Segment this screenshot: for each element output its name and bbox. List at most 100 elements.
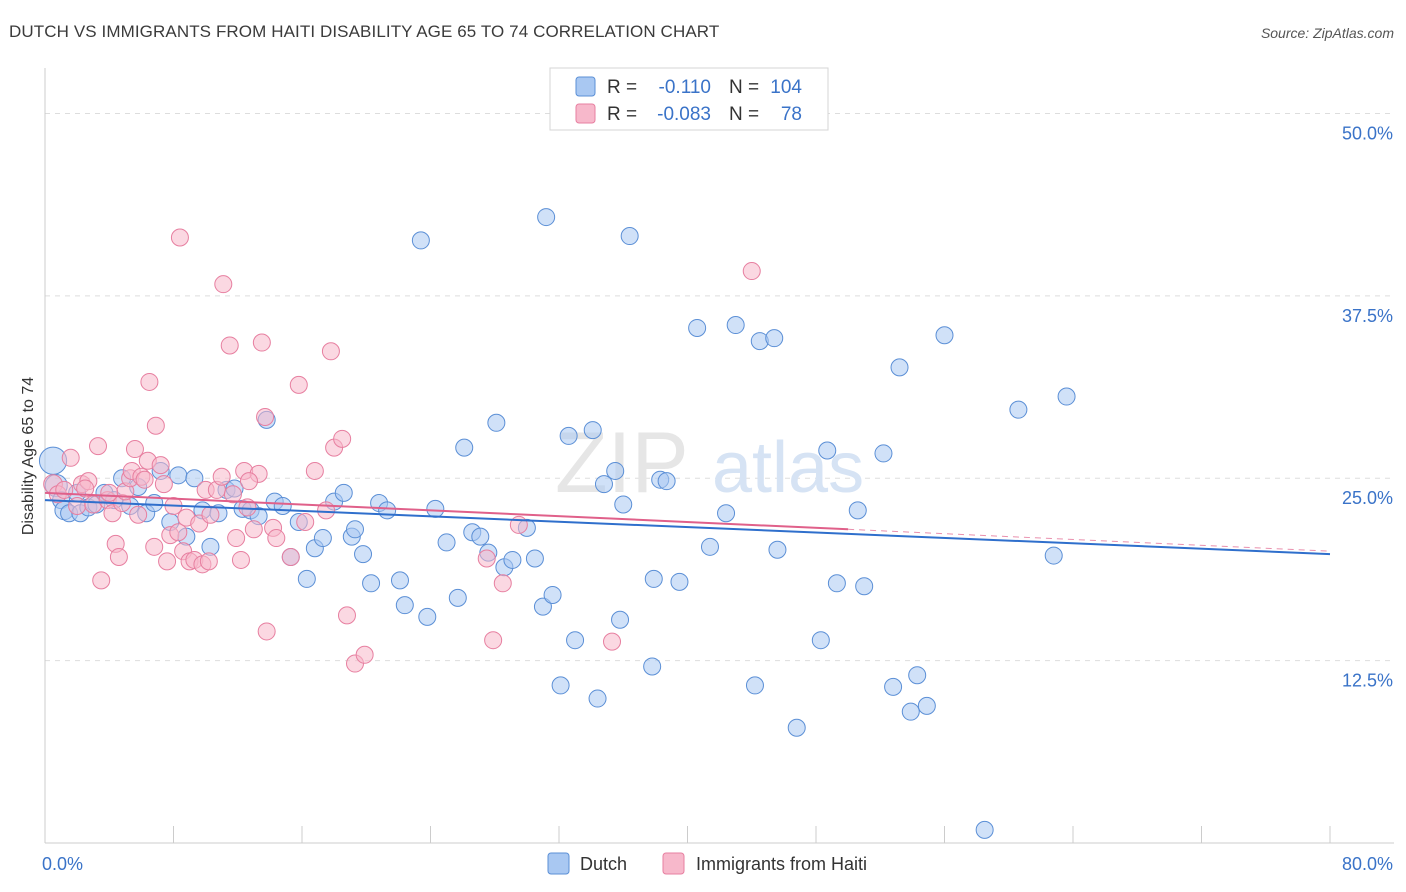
dutch-point: [688, 318, 707, 337]
haiti-point: [477, 549, 496, 568]
haiti-point: [296, 513, 315, 532]
dutch-point: [537, 208, 556, 227]
dutch-point: [765, 329, 784, 348]
dutch-point: [471, 527, 490, 546]
watermark-atlas: atlas: [712, 428, 864, 508]
dutch-point: [908, 666, 927, 685]
haiti-point: [321, 342, 340, 361]
dutch-point: [1044, 546, 1063, 565]
dutch-point: [594, 475, 613, 494]
dutch-point: [533, 597, 552, 616]
dutch-point: [827, 574, 846, 593]
haiti-point: [267, 529, 286, 548]
legend-n-label-dutch: N =: [729, 77, 759, 98]
dutch-point: [395, 596, 414, 615]
dutch-point: [525, 549, 544, 568]
legend-r-value-dutch: -0.110: [659, 77, 711, 98]
dutch-point: [768, 540, 787, 559]
dutch-point: [884, 677, 903, 696]
haiti-point: [125, 440, 144, 459]
dutch-point: [362, 574, 381, 593]
dutch-point: [487, 413, 506, 432]
dutch-point: [354, 545, 373, 564]
haiti-point: [231, 550, 250, 569]
haiti-point: [61, 448, 80, 467]
dutch-point: [503, 550, 522, 569]
haiti-point: [170, 228, 189, 247]
x-tick-label: 0.0%: [42, 854, 83, 874]
haiti-point: [109, 548, 128, 567]
haiti-point: [92, 571, 111, 590]
dutch-point: [543, 585, 562, 604]
dutch-point: [787, 718, 806, 737]
dutch-point: [448, 588, 467, 607]
haiti-point: [212, 467, 231, 486]
watermark: ZIP atlas: [555, 415, 864, 511]
dutch-point: [670, 572, 689, 591]
haiti-point: [227, 529, 246, 548]
haiti-point: [257, 622, 276, 641]
haiti-point: [151, 456, 170, 475]
dutch-point: [346, 520, 365, 539]
dutch-point: [334, 483, 353, 502]
correlation-legend: R = -0.110 N = 104 R = -0.083 N = 78: [549, 67, 829, 131]
watermark-zip: ZIP: [555, 415, 689, 511]
dutch-point: [611, 610, 630, 629]
dutch-point: [890, 358, 909, 377]
dutch-point: [390, 571, 409, 590]
haiti-point: [305, 461, 324, 480]
haiti-point: [154, 475, 173, 494]
haiti-point: [146, 416, 165, 435]
haiti-point: [89, 437, 108, 456]
dutch-point: [437, 533, 456, 552]
dutch-point: [185, 469, 204, 488]
dutch-point: [848, 501, 867, 520]
dutch-point: [818, 441, 837, 460]
haiti-point: [355, 645, 374, 664]
dutch-point: [313, 529, 332, 548]
y-tick-label: 25.0%: [1342, 488, 1393, 508]
haiti-point: [256, 407, 275, 426]
haiti-point: [603, 632, 622, 651]
dutch-point: [418, 607, 437, 626]
dutch-point: [935, 326, 954, 345]
y-tick-label: 12.5%: [1342, 671, 1393, 691]
dutch-point: [455, 438, 474, 457]
dutch-point: [726, 316, 745, 335]
source-label: Source: ZipAtlas.com: [1260, 25, 1394, 41]
dutch-point: [614, 495, 633, 514]
bottom-legend-swatch-dutch: [547, 852, 570, 875]
legend-r-label-dutch: R =: [607, 77, 637, 98]
haiti-point: [55, 480, 74, 499]
grid-lines: [45, 112, 1390, 662]
dutch-point: [426, 499, 445, 518]
haiti-point: [158, 552, 177, 571]
haiti-point: [239, 472, 258, 491]
legend-n-value-haiti: 78: [781, 104, 802, 125]
y-tick-label: 50.0%: [1342, 123, 1393, 143]
legend-r-label-haiti: R =: [607, 104, 637, 125]
haiti-point: [214, 275, 233, 294]
dutch-point: [855, 577, 874, 596]
x-tick-label: 80.0%: [1342, 854, 1393, 874]
dutch-point: [297, 569, 316, 588]
dutch-point: [700, 537, 719, 556]
haiti-trend-extension: [848, 528, 1331, 552]
dutch-point: [657, 472, 676, 491]
haiti-point: [145, 537, 164, 556]
haiti-point: [333, 429, 352, 448]
haiti-point: [289, 375, 308, 394]
dutch-point: [1009, 400, 1028, 419]
legend-n-value-dutch: 104: [770, 77, 802, 98]
haiti-point: [129, 505, 148, 524]
haiti-point: [140, 372, 159, 391]
dutch-point: [551, 676, 570, 695]
haiti-point: [484, 631, 503, 650]
dutch-point: [874, 444, 893, 463]
dutch-point: [811, 631, 830, 650]
haiti-point: [252, 333, 271, 352]
haiti-point: [68, 496, 87, 515]
tick-labels: 12.5% 25.0% 37.5% 50.0% 0.0% 80.0%: [42, 123, 1393, 874]
legend-swatch-haiti: [575, 103, 596, 124]
